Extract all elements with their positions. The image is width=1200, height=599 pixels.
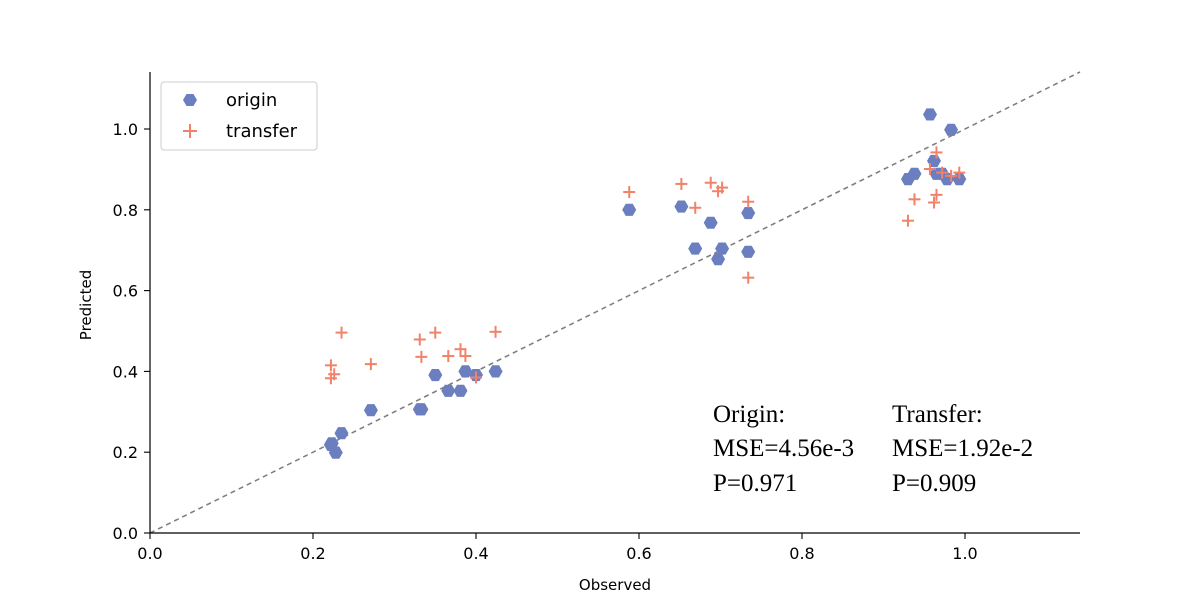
legend-box <box>160 81 318 151</box>
transfer-point <box>442 350 455 363</box>
origin-point <box>944 123 959 136</box>
transfer-point <box>953 166 966 179</box>
origin-point <box>923 108 937 121</box>
x-tick-label: 0.0 <box>137 544 162 563</box>
origin-point <box>688 242 703 255</box>
transfer-point <box>675 177 688 190</box>
x-tick-label: 0.2 <box>300 544 325 563</box>
transfer-point <box>930 188 943 201</box>
transfer-point <box>623 186 636 199</box>
transfer-point <box>742 195 755 208</box>
origin-point <box>453 384 468 397</box>
origin-point <box>458 365 473 378</box>
origin-point <box>741 245 756 258</box>
origin-point <box>715 242 730 255</box>
origin-point <box>674 200 689 213</box>
origin-point <box>363 404 378 417</box>
x-tick-label: 0.4 <box>463 544 488 563</box>
y-tick-label: 0.0 <box>113 524 138 543</box>
legend-origin-marker <box>183 94 197 106</box>
legend-origin-label: origin <box>226 90 277 111</box>
transfer-point <box>328 368 341 381</box>
origin-point <box>414 403 429 416</box>
origin-annotation-p: P=0.971 <box>713 470 797 497</box>
x-tick-label: 0.6 <box>626 544 651 563</box>
transfer-point <box>459 350 472 363</box>
origin-point <box>622 203 637 216</box>
transfer-point <box>364 358 377 371</box>
origin-point <box>907 167 922 180</box>
origin-point <box>428 369 443 382</box>
transfer-point <box>908 193 921 206</box>
origin-point <box>741 207 756 220</box>
transfer-annotation-mse: MSE=1.92e-2 <box>892 435 1033 462</box>
transfer-point <box>928 196 941 209</box>
y-tick-label: 1.0 <box>113 120 138 139</box>
transfer-point <box>689 201 702 214</box>
origin-annotation-mse: MSE=4.56e-3 <box>713 435 854 462</box>
transfer-point <box>489 325 502 338</box>
origin-point <box>703 216 718 229</box>
x-axis-label: Observed <box>579 576 651 594</box>
origin-point <box>488 365 503 378</box>
transfer-annotation-p: P=0.909 <box>892 470 976 497</box>
transfer-point <box>901 214 914 227</box>
legend: origin transfer <box>160 81 318 151</box>
transfer-point <box>470 371 482 384</box>
transfer-point <box>324 359 337 372</box>
metrics-annotation: Origin: MSE=4.56e-3 P=0.971 Transfer: MS… <box>713 401 1033 497</box>
transfer-point <box>413 333 426 346</box>
reference-line <box>149 71 1081 534</box>
transfer-point <box>930 146 943 159</box>
origin-point <box>711 253 726 266</box>
transfer-point <box>704 176 717 189</box>
transfer-point <box>936 166 949 179</box>
y-axis-label: Predicted <box>77 270 95 340</box>
transfer-point <box>335 326 348 339</box>
data-points <box>323 108 967 459</box>
y-tick-label: 0.6 <box>113 282 138 301</box>
x-ticks: 0.0 0.2 0.4 0.6 0.8 1.0 <box>137 533 978 563</box>
transfer-point <box>415 350 428 363</box>
transfer-point <box>429 326 442 339</box>
y-tick-label: 0.2 <box>113 443 138 462</box>
origin-annotation-title: Origin: <box>713 401 785 428</box>
legend-transfer-label: transfer <box>226 121 298 142</box>
transfer-point <box>716 181 729 194</box>
transfer-point <box>454 343 467 356</box>
transfer-point <box>923 162 936 175</box>
origin-point <box>328 446 343 459</box>
origin-point <box>334 427 349 440</box>
origin-point <box>441 384 456 397</box>
transfer-point <box>742 271 755 284</box>
x-tick-label: 1.0 <box>952 544 977 563</box>
x-tick-label: 0.8 <box>789 544 814 563</box>
y-tick-label: 0.4 <box>113 362 138 381</box>
transfer-annotation-title: Transfer: <box>892 401 983 428</box>
y-ticks: 0.0 0.2 0.4 0.6 0.8 1.0 <box>113 120 150 543</box>
legend-transfer-marker <box>183 124 197 138</box>
y-tick-label: 0.8 <box>113 201 138 220</box>
transfer-point <box>945 169 958 182</box>
